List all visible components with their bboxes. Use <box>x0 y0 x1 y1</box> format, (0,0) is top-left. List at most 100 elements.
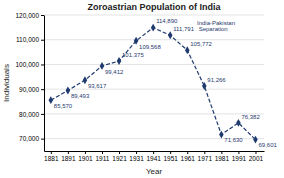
y-tick-mark <box>41 64 44 65</box>
point-marker <box>202 82 207 90</box>
grid-line <box>44 39 264 40</box>
y-tick-mark <box>41 139 44 140</box>
point-marker <box>100 62 105 70</box>
data-label: 99,412 <box>105 69 124 75</box>
grid <box>44 15 264 139</box>
x-tick-mark <box>204 151 205 154</box>
x-tick: 1951 <box>163 151 178 162</box>
chart-title: Zoroastrian Population of India <box>87 2 221 12</box>
x-tick-mark <box>102 151 103 154</box>
y-tick-mark <box>41 15 44 16</box>
point-marker <box>236 119 241 127</box>
grid-line <box>44 64 264 65</box>
x-tick: 1901 <box>78 151 93 162</box>
x-tick-mark <box>136 151 137 154</box>
x-tick-label: 1911 <box>95 155 109 162</box>
x-tick: 1961 <box>181 151 196 162</box>
point-marker <box>151 24 156 32</box>
y-tick-mark <box>41 89 44 90</box>
y-axis-line <box>44 16 45 152</box>
plot-area: 1881189119011911192119311941195119611971… <box>16 12 278 162</box>
y-tick-mark <box>41 40 44 41</box>
chart-svg: 1881189119011911192119311941195119611971… <box>0 0 284 178</box>
x-tick-label: 1921 <box>112 155 127 162</box>
data-label: 111,791 <box>173 26 194 32</box>
x-tick-label: 1891 <box>61 155 76 162</box>
data-label: 85,570 <box>54 103 73 109</box>
x-tick-mark <box>153 151 154 154</box>
data-label: 89,493 <box>71 93 90 99</box>
x-tick: 1931 <box>129 151 144 162</box>
point-marker <box>117 57 122 65</box>
x-tick-label: 1941 <box>146 155 161 162</box>
x-tick-label: 1971 <box>198 155 213 162</box>
x-tick: 1971 <box>198 151 213 162</box>
x-tick-label: 1951 <box>163 155 178 162</box>
point-marker <box>83 76 88 84</box>
x-tick-mark <box>68 151 69 154</box>
data-label: 69,601 <box>258 142 277 148</box>
data-labels: 85,570 89,493 93,617 99,412 101,375 109,568 11… <box>54 18 278 148</box>
point-marker <box>168 31 173 39</box>
point-marker <box>253 136 258 144</box>
annotation: India-Pakistan Separation <box>197 20 235 32</box>
point-marker <box>185 46 190 54</box>
data-label: 101,375 <box>122 52 144 58</box>
x-tick-mark <box>187 151 188 154</box>
data-label: 71,630 <box>224 137 243 143</box>
x-axis-title: Year <box>146 167 163 176</box>
y-tick: 120,000 <box>16 12 45 19</box>
chart-container: 1881189119011911192119311941195119611971… <box>0 0 284 178</box>
x-tick-label: 1901 <box>78 155 93 162</box>
x-tick: 1891 <box>61 151 76 162</box>
x-tick-label: 1991 <box>232 155 247 162</box>
data-label: 76,382 <box>241 114 260 120</box>
x-tick-mark <box>221 151 222 154</box>
data-label: 109,568 <box>139 44 161 50</box>
y-tick-label: 80,000 <box>19 110 39 117</box>
x-tick-mark <box>255 151 256 154</box>
x-tick: 1911 <box>95 151 109 162</box>
y-axis: 70,000 80,000 90,000 100,000 110,000 120,000 <box>16 12 45 152</box>
x-tick-label: 1931 <box>129 155 144 162</box>
y-tick: 80,000 <box>19 110 44 117</box>
data-label: 93,617 <box>88 83 107 89</box>
x-tick: 1941 <box>146 151 161 162</box>
grid-line <box>44 89 264 90</box>
x-axis-line <box>45 151 265 152</box>
annotations: India-Pakistan Separation <box>197 20 235 32</box>
series-line <box>51 28 256 140</box>
series <box>49 24 258 144</box>
x-axis: 1881189119011911192119311941195119611971… <box>44 151 264 162</box>
x-tick: 1881 <box>44 151 59 162</box>
y-tick-label: 120,000 <box>16 12 40 19</box>
x-tick: 2001 <box>249 151 264 162</box>
x-tick-mark <box>170 151 171 154</box>
point-marker <box>66 86 71 94</box>
data-label: 114,890 <box>156 18 178 24</box>
data-label: 91,266 <box>207 77 226 83</box>
y-tick: 110,000 <box>16 36 44 43</box>
grid-line <box>44 113 264 114</box>
y-tick-label: 90,000 <box>19 86 39 93</box>
x-tick-mark <box>85 151 86 154</box>
x-tick: 1921 <box>112 151 127 162</box>
point-marker <box>134 37 139 45</box>
y-tick: 100,000 <box>16 61 45 68</box>
y-tick-mark <box>41 114 44 115</box>
data-label: 105,772 <box>190 41 212 47</box>
x-tick-mark <box>51 151 52 154</box>
x-tick-label: 1881 <box>44 155 59 162</box>
grid-line <box>44 15 264 16</box>
y-axis-title: Individuals <box>2 64 11 102</box>
x-tick-mark <box>119 151 120 154</box>
point-marker <box>219 131 224 139</box>
x-tick: 1991 <box>232 151 247 162</box>
y-tick-label: 70,000 <box>19 135 39 142</box>
x-tick-label: 1961 <box>181 155 196 162</box>
x-tick-label: 1981 <box>215 155 230 162</box>
y-tick: 90,000 <box>19 86 44 93</box>
y-tick-label: 110,000 <box>16 36 39 43</box>
x-tick: 1981 <box>215 151 230 162</box>
y-tick: 70,000 <box>19 135 44 142</box>
